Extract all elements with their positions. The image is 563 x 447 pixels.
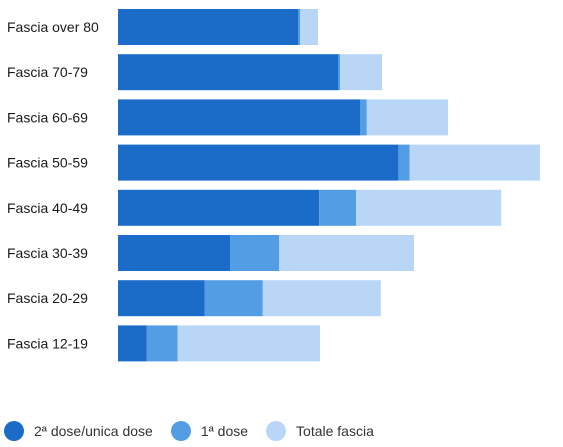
bar-fascia-20-29-total[interactable] [262,280,381,317]
bar-fascia-30-39-first-dose[interactable] [230,235,280,271]
bar-fascia-50-59-total[interactable] [409,144,540,181]
bar-fascia-40-49-second-dose[interactable] [118,189,320,226]
legend-item-total[interactable]: Totale fascia [266,421,374,441]
legend-item-second-dose[interactable]: 2ª dose/unica dose [4,421,153,441]
bar-fascia-60-69-total[interactable] [366,99,448,136]
bar-fascia-70-79-total[interactable] [340,54,382,91]
bar-fascia-20-29-first-dose[interactable] [204,280,263,317]
bar-fascia-60-69-second-dose[interactable] [118,99,360,136]
legend-swatch-second-dose [4,421,24,441]
bar-fascia-over-80-total[interactable] [300,9,318,45]
category-label-fascia-50-59: Fascia 50-59 [7,155,88,171]
bar-fascia-12-19-second-dose[interactable] [118,325,147,362]
category-label-fascia-12-19: Fascia 12-19 [7,335,88,351]
bar-fascia-20-29-second-dose[interactable] [118,280,205,317]
legend: 2ª dose/unica dose 1ª dose Totale fascia [4,420,392,442]
bar-fascia-60-69-first-dose[interactable] [360,99,367,136]
category-label-fascia-over-80: Fascia over 80 [7,19,99,35]
bar-fascia-50-59-first-dose[interactable] [398,144,410,181]
category-label-fascia-70-79: Fascia 70-79 [7,64,88,80]
legend-label-first-dose: 1ª dose [200,423,249,439]
bar-fascia-70-79-first-dose[interactable] [338,54,340,91]
category-label-fascia-40-49: Fascia 40-49 [7,200,88,216]
legend-label-second-dose: 2ª dose/unica dose [34,423,153,439]
bar-fascia-12-19-total[interactable] [177,325,320,362]
legend-swatch-first-dose [170,421,191,441]
legend-swatch-total [266,421,287,441]
bar-chart: Fascia over 80 Fascia 70-79 Fascia 60-69 Fa… [7,9,540,362]
bar-fascia-70-79-second-dose[interactable] [118,54,338,91]
legend-item-first-dose[interactable]: 1ª dose [170,421,249,441]
bar-fascia-40-49-first-dose[interactable] [319,189,356,226]
category-label-fascia-60-69: Fascia 60-69 [7,109,88,125]
bar-fascia-over-80-second-dose[interactable] [118,9,298,45]
bar-fascia-30-39-second-dose[interactable] [118,235,230,271]
category-label-fascia-30-39: Fascia 30-39 [7,245,88,261]
bar-fascia-12-19-first-dose[interactable] [146,325,178,362]
legend-label-total: Totale fascia [296,423,374,439]
category-label-fascia-20-29: Fascia 20-29 [7,290,88,306]
bar-fascia-30-39-total[interactable] [279,235,414,271]
bar-fascia-over-80-first-dose[interactable] [298,9,300,45]
bar-fascia-40-49-total[interactable] [356,189,502,226]
bar-fascia-50-59-second-dose[interactable] [118,144,399,181]
